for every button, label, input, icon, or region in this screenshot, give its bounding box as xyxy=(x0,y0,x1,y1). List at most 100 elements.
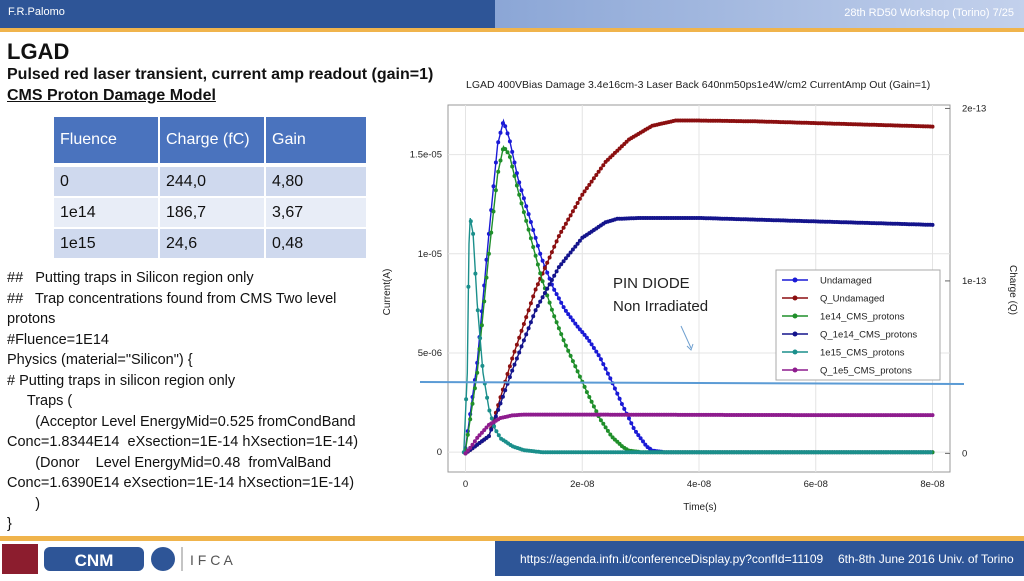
series-point xyxy=(526,308,531,313)
y2-tick-label: 0 xyxy=(962,448,967,459)
y2-axis-label: Charge (Q) xyxy=(1007,265,1018,315)
series-point xyxy=(598,418,603,423)
series-point xyxy=(475,308,480,313)
series-point xyxy=(496,433,501,438)
code-line: Physics (material="Silicon") { xyxy=(7,352,193,368)
series-point xyxy=(556,296,561,301)
series-point xyxy=(589,399,594,404)
series-point xyxy=(535,282,540,287)
series-point xyxy=(491,209,496,214)
series-point xyxy=(575,369,580,374)
series-point xyxy=(554,292,559,297)
series-point xyxy=(636,433,641,438)
series-point xyxy=(503,124,508,129)
series-point xyxy=(608,376,613,381)
table-cell: 1e15 xyxy=(54,228,160,260)
series-point xyxy=(480,363,485,368)
series-point xyxy=(528,320,533,325)
series-point xyxy=(512,160,517,165)
x-tick-label: 0 xyxy=(463,479,468,490)
x-tick-label: 6e-08 xyxy=(804,479,828,490)
legend-swatch-marker xyxy=(792,295,798,301)
series-point xyxy=(493,188,498,193)
series-point xyxy=(503,147,508,151)
legend-swatch-marker xyxy=(792,313,798,319)
series-point xyxy=(591,176,596,181)
series-point xyxy=(554,239,559,244)
header-bar: F.R.Palomo 28th RD50 Workshop (Torino) 7… xyxy=(0,0,1024,32)
footer-blue-band xyxy=(495,541,1024,576)
series-point xyxy=(507,364,512,369)
series-point xyxy=(641,439,645,444)
table-cell: 4,80 xyxy=(265,165,368,198)
series-point xyxy=(591,346,596,350)
series-point xyxy=(521,322,526,326)
series-point xyxy=(582,332,587,337)
series-point xyxy=(531,228,536,232)
series-point xyxy=(471,231,476,236)
series-point xyxy=(568,315,573,320)
y2-tick-label: 1e-13 xyxy=(962,276,986,287)
series-point xyxy=(464,397,469,402)
series-point xyxy=(484,275,489,280)
series-point xyxy=(559,229,564,234)
series-point xyxy=(496,140,501,145)
series-point xyxy=(540,279,545,284)
series-point xyxy=(577,238,582,243)
table-cell: 24,6 xyxy=(159,228,266,260)
series-point xyxy=(542,291,547,295)
series-point xyxy=(484,257,489,262)
series-point xyxy=(468,219,473,224)
code-line: Conc=1.8344E14 eXsection=1E-14 hXsection… xyxy=(7,434,359,450)
series-point xyxy=(568,353,573,358)
series-point xyxy=(484,425,489,430)
series-point xyxy=(596,353,601,358)
series-point xyxy=(587,182,592,187)
series-point xyxy=(552,314,557,319)
series-point xyxy=(622,406,627,411)
workshop-page-info: 28th RD50 Workshop (Torino) 7/25 xyxy=(844,7,1014,19)
code-line: (Acceptor Level EnergyMid=0.525 fromCond… xyxy=(7,413,356,430)
conference-url[interactable]: https://agenda.infn.it/conferenceDisplay… xyxy=(520,552,824,566)
series-point xyxy=(566,348,571,353)
footer-accent-stripe xyxy=(0,536,1024,541)
legend-label: Q_Undamaged xyxy=(820,294,884,305)
series-point xyxy=(570,209,575,214)
ifca-logo-mark: I F C A xyxy=(190,552,233,568)
series-point xyxy=(559,300,564,305)
series-point xyxy=(510,164,515,169)
legend-label: Q_1e14_CMS_protons xyxy=(820,330,917,341)
series-point xyxy=(500,121,505,126)
series-point xyxy=(479,430,484,435)
series-point xyxy=(601,421,606,426)
series-point xyxy=(547,300,552,305)
series-point xyxy=(489,230,494,235)
series-point xyxy=(596,169,601,174)
series-point xyxy=(554,320,559,325)
series-point xyxy=(538,299,543,304)
series-point xyxy=(561,305,566,310)
series-point xyxy=(531,294,536,299)
code-line: Conc=1.6390E14 eXsection=1E-14 hXsection… xyxy=(7,475,355,491)
series-point xyxy=(514,356,519,361)
footer-logos: CNM I F C A xyxy=(0,541,495,576)
series-point xyxy=(524,332,529,337)
series-point xyxy=(510,149,515,154)
series-point xyxy=(512,174,517,178)
x-tick-label: 8e-08 xyxy=(920,479,944,490)
series-point xyxy=(524,218,529,223)
series-point xyxy=(566,217,571,222)
series-point xyxy=(552,287,557,292)
series-point xyxy=(494,429,499,434)
y-tick-label: 0 xyxy=(437,447,442,458)
series-point xyxy=(563,256,568,261)
series-point xyxy=(589,179,594,184)
series-point xyxy=(486,434,491,439)
series-point xyxy=(498,130,503,135)
series-point xyxy=(514,342,519,347)
series-point xyxy=(542,266,547,271)
series-point xyxy=(601,163,606,168)
series-point xyxy=(492,424,497,429)
series-point xyxy=(514,171,519,176)
series-point xyxy=(580,192,585,197)
